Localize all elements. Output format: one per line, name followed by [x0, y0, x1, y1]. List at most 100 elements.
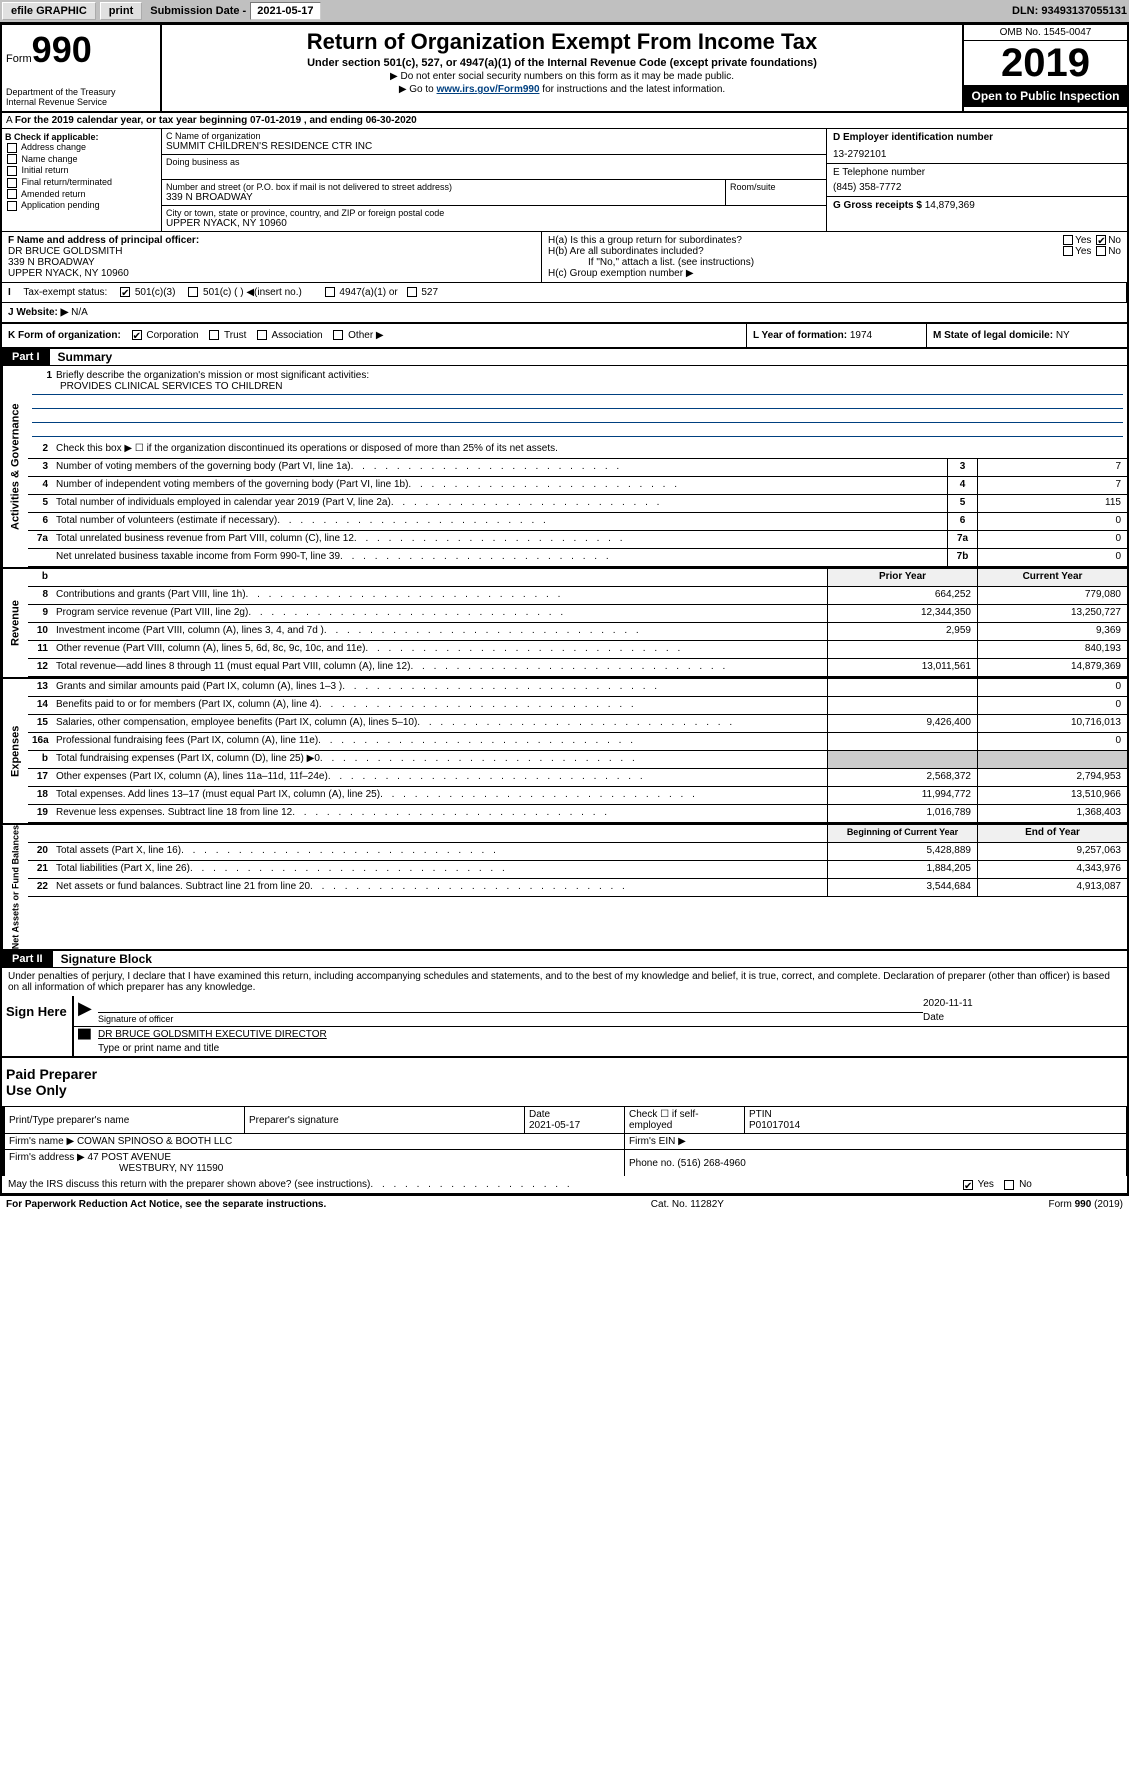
line2-desc: Check this box ▶ ☐ if the organization d… [52, 441, 1127, 458]
paperwork-notice: For Paperwork Reduction Act Notice, see … [6, 1199, 326, 1210]
cb-corp[interactable] [132, 330, 142, 340]
city-value: UPPER NYACK, NY 10960 [166, 218, 822, 229]
firm-addr: 47 POST AVENUE [88, 1152, 172, 1163]
table-row: 22Net assets or fund balances. Subtract … [28, 879, 1127, 897]
begin-year-hdr: Beginning of Current Year [827, 825, 977, 842]
table-row: 21Total liabilities (Part X, line 26) . … [28, 861, 1127, 879]
hb-note: If "No," attach a list. (see instruction… [548, 257, 1121, 268]
ein-label: D Employer identification number [833, 132, 1121, 143]
prep-name-hdr: Print/Type preparer's name [5, 1107, 245, 1134]
hb-yes[interactable] [1063, 246, 1073, 256]
section-b-label: B Check if applicable: [5, 132, 158, 142]
table-row: 7aTotal unrelated business revenue from … [28, 531, 1127, 549]
prep-sig-hdr: Preparer's signature [245, 1107, 525, 1134]
ptin: P01017014 [749, 1120, 800, 1131]
cb-initial-return[interactable] [7, 166, 17, 176]
cb-application-pending[interactable] [7, 201, 17, 211]
phone-label: E Telephone number [833, 167, 1121, 178]
table-row: 14Benefits paid to or for members (Part … [28, 697, 1127, 715]
inspection-label: Open to Public Inspection [964, 85, 1127, 107]
hb-no[interactable] [1096, 246, 1106, 256]
cb-amended[interactable] [7, 189, 17, 199]
website-label: J Website: ▶ [8, 307, 68, 318]
table-row: 9Program service revenue (Part VIII, lin… [28, 605, 1127, 623]
table-row: 18Total expenses. Add lines 13–17 (must … [28, 787, 1127, 805]
sig-name-label: Type or print name and title [98, 1043, 327, 1054]
org-name-label: C Name of organization [166, 131, 822, 141]
hc-label: H(c) Group exemption number ▶ [548, 268, 1121, 279]
form-number: 990 [32, 29, 92, 71]
table-row: 4Number of independent voting members of… [28, 477, 1127, 495]
table-row: 5Total number of individuals employed in… [28, 495, 1127, 513]
city-label: City or town, state or province, country… [166, 208, 822, 218]
table-row: 6Total number of volunteers (estimate if… [28, 513, 1127, 531]
table-row: Net unrelated business taxable income fr… [28, 549, 1127, 567]
table-row: bTotal fundraising expenses (Part IX, co… [28, 751, 1127, 769]
hb-label: H(b) Are all subordinates included? [548, 246, 704, 257]
cb-501c[interactable] [188, 287, 198, 297]
form-title: Return of Organization Exempt From Incom… [166, 29, 958, 55]
cb-address-change[interactable] [7, 143, 17, 153]
table-row: 16aProfessional fundraising fees (Part I… [28, 733, 1127, 751]
ha-yes[interactable] [1063, 235, 1073, 245]
form-ref: Form 990 (2019) [1049, 1199, 1123, 1210]
firm-city: WESTBURY, NY 11590 [9, 1163, 223, 1174]
org-name: SUMMIT CHILDREN'S RESIDENCE CTR INC [166, 141, 822, 152]
irs-link[interactable]: www.irs.gov/Form990 [437, 84, 540, 95]
cb-trust[interactable] [209, 330, 219, 340]
paid-preparer erstat-label: Paid Preparer Use Only [2, 1058, 102, 1106]
discuss-text: May the IRS discuss this return with the… [8, 1179, 370, 1190]
tax-exempt-label: Tax-exempt status: [23, 287, 107, 298]
cb-name-change[interactable] [7, 154, 17, 164]
cb-527[interactable] [407, 287, 417, 297]
firm-phone: (516) 268-4960 [677, 1158, 745, 1169]
current-year-hdr: Current Year [977, 569, 1127, 586]
cb-assoc[interactable] [257, 330, 267, 340]
table-row: 10Investment income (Part VIII, column (… [28, 623, 1127, 641]
cb-other[interactable] [333, 330, 343, 340]
dln-label: DLN: [1012, 5, 1041, 17]
sig-date: 2020-11-11 [923, 998, 1123, 1012]
vtab-expenses: Expenses [2, 679, 28, 823]
cb-4947[interactable] [325, 287, 335, 297]
table-row: 8Contributions and grants (Part VIII, li… [28, 587, 1127, 605]
prep-date: 2021-05-17 [529, 1120, 580, 1131]
officer-addr2: UPPER NYACK, NY 10960 [8, 268, 535, 279]
sign-here-label: Sign Here [2, 996, 72, 1056]
cb-final-return[interactable] [7, 178, 17, 188]
part2-title: Signature Block [53, 952, 152, 966]
note2-post: for instructions and the latest informat… [540, 84, 726, 95]
firm-name: COWAN SPINOSO & BOOTH LLC [77, 1136, 232, 1147]
form-subtitle: Under section 501(c), 527, or 4947(a)(1)… [166, 57, 958, 69]
note2-pre: ▶ Go to [399, 84, 437, 95]
subdate-value: 2021-05-17 [250, 2, 320, 20]
table-row: 20Total assets (Part X, line 16) . . . .… [28, 843, 1127, 861]
line1-desc: Briefly describe the organization's miss… [56, 370, 369, 381]
formation-year: 1974 [850, 330, 872, 341]
omb-number: OMB No. 1545-0047 [964, 25, 1127, 41]
arrow-icon int: ▀ [78, 1029, 98, 1054]
org-form-label: K Form of organization: [8, 330, 121, 341]
tax-year-range: For the 2019 calendar year, or tax year … [15, 115, 417, 126]
vtab-governance: Activities & Governance [2, 366, 28, 567]
ein-value: 13-2792101 [833, 149, 1121, 160]
vtab-revenue: Revenue [2, 569, 28, 677]
table-row: 17Other expenses (Part IX, column (A), l… [28, 769, 1127, 787]
website-value: N/A [68, 307, 87, 318]
firm-ein-label: Firm's EIN ▶ [625, 1134, 1127, 1150]
officer-label: F Name and address of principal officer: [8, 235, 535, 246]
mission-text: PROVIDES CLINICAL SERVICES TO CHILDREN [32, 381, 1123, 395]
ha-no[interactable] [1096, 235, 1106, 245]
discuss-no[interactable] [1004, 1180, 1014, 1190]
print-button[interactable]: print [100, 2, 142, 20]
end-year-hdr: End of Year [977, 825, 1127, 842]
arrow-icon: ▶ [78, 998, 98, 1024]
vtab-net: Net Assets or Fund Balances [2, 825, 28, 949]
cb-501c3[interactable] [120, 287, 130, 297]
table-row: 15Salaries, other compensation, employee… [28, 715, 1127, 733]
dln-value: 93493137055131 [1041, 5, 1127, 17]
cat-no: Cat. No. 11282Y [651, 1199, 724, 1210]
discuss-yes[interactable] [963, 1180, 973, 1190]
addr-street: 339 N BROADWAY [166, 192, 721, 203]
domicile-state: NY [1056, 330, 1070, 341]
